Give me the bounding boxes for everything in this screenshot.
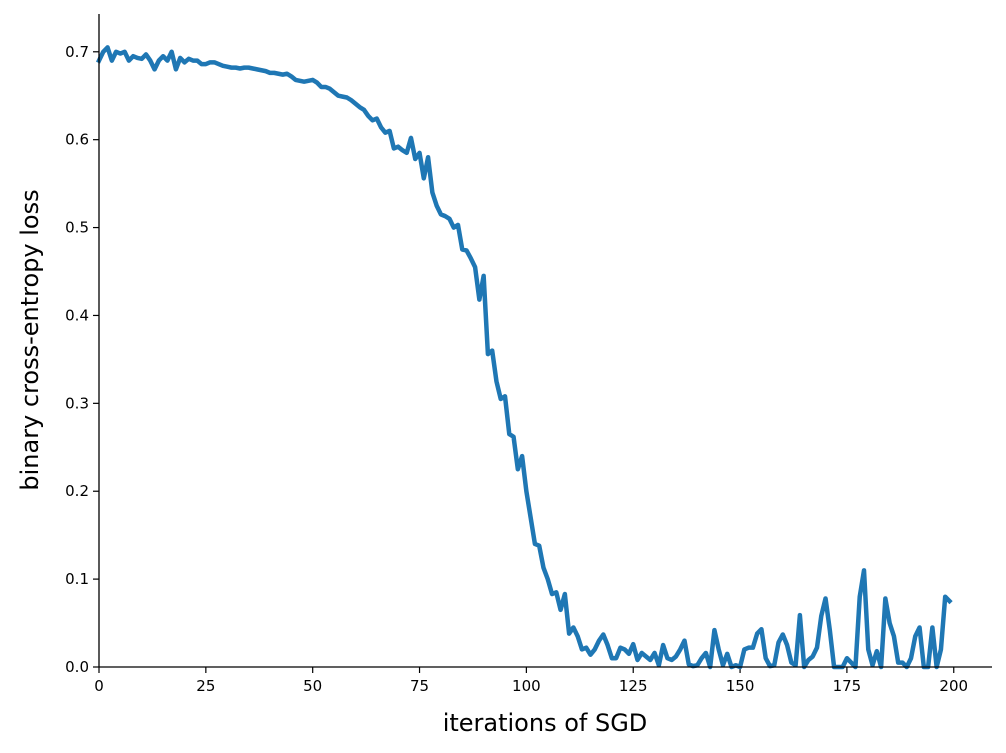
y-axis-label: binary cross-entropy loss [16, 189, 44, 490]
y-tick-label: 0.2 [65, 482, 89, 500]
y-tick-label: 0.4 [65, 306, 89, 324]
x-tick-label: 100 [512, 677, 541, 695]
x-tick-label: 0 [94, 677, 104, 695]
y-tick-label: 0.7 [65, 43, 89, 61]
x-axis-label: iterations of SGD [443, 709, 648, 737]
x-tick-label: 175 [833, 677, 862, 695]
x-tick-label: 200 [939, 677, 968, 695]
y-tick-label: 0.0 [65, 658, 89, 676]
x-tick-label: 125 [619, 677, 648, 695]
x-tick-label: 50 [303, 677, 322, 695]
x-tick-label: 150 [726, 677, 755, 695]
y-tick-label: 0.5 [65, 219, 89, 237]
y-tick-label: 0.1 [65, 570, 89, 588]
y-tick-label: 0.6 [65, 131, 89, 149]
y-tick-label: 0.3 [65, 394, 89, 412]
x-tick-label: 75 [410, 677, 429, 695]
x-tick-label: 25 [196, 677, 215, 695]
data-line [95, 45, 953, 670]
